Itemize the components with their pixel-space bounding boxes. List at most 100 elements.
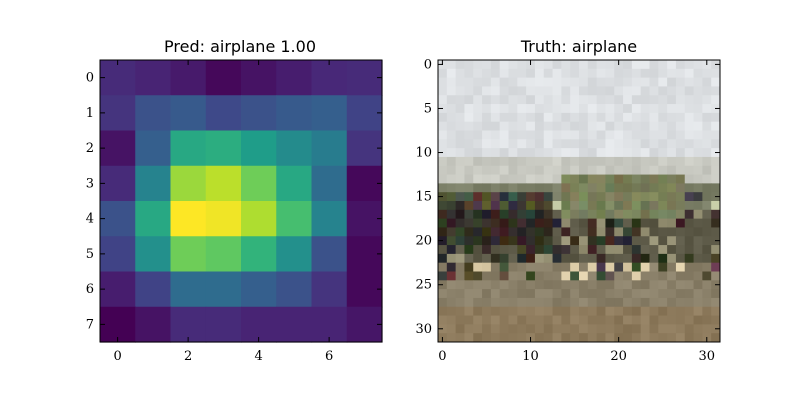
image-pixel (667, 272, 676, 281)
image-pixel (632, 298, 641, 307)
image-pixel (676, 289, 685, 298)
image-pixel (632, 227, 641, 236)
image-pixel (535, 316, 544, 325)
image-pixel (641, 254, 650, 263)
image-pixel (641, 183, 650, 192)
heatmap-cell (241, 236, 277, 272)
image-pixel (482, 201, 491, 210)
heatmap-cell (135, 236, 171, 272)
image-pixel (535, 254, 544, 263)
image-pixel (650, 201, 659, 210)
image-pixel (544, 69, 553, 78)
image-pixel (605, 122, 614, 131)
image-pixel (597, 175, 606, 184)
image-pixel (526, 95, 535, 104)
image-pixel (702, 131, 711, 140)
image-pixel (526, 210, 535, 219)
image-pixel (711, 272, 720, 281)
image-pixel (588, 139, 597, 148)
image-pixel (685, 192, 694, 201)
image-pixel (447, 324, 456, 333)
image-pixel (650, 227, 659, 236)
image-pixel (526, 201, 535, 210)
image-pixel (553, 122, 562, 131)
image-pixel (623, 69, 632, 78)
truth-image-panel: Truth: airplane 0 10 20 30051015202530 (415, 37, 720, 364)
image-pixel (694, 113, 703, 122)
image-pixel (632, 272, 641, 281)
image-pixel (623, 86, 632, 95)
image-pixel (614, 86, 623, 95)
truth-image-pixels (438, 60, 721, 343)
image-pixel (694, 192, 703, 201)
image-pixel (702, 78, 711, 87)
heatmap-cell (100, 166, 136, 202)
image-pixel (509, 245, 518, 254)
image-pixel (491, 254, 500, 263)
image-pixel (588, 192, 597, 201)
image-pixel (588, 113, 597, 122)
image-pixel (623, 280, 632, 289)
image-pixel (456, 245, 465, 254)
image-pixel (676, 201, 685, 210)
image-pixel (597, 122, 606, 131)
image-pixel (438, 131, 447, 140)
image-pixel (614, 236, 623, 245)
image-pixel (614, 104, 623, 113)
image-pixel (438, 86, 447, 95)
image-pixel (491, 78, 500, 87)
image-pixel (641, 219, 650, 228)
image-pixel (676, 219, 685, 228)
image-pixel (544, 307, 553, 316)
image-pixel (482, 148, 491, 157)
image-pixel (694, 78, 703, 87)
image-pixel (685, 95, 694, 104)
image-pixel (641, 139, 650, 148)
heatmap-cell (276, 95, 312, 131)
image-pixel (500, 201, 509, 210)
image-pixel (553, 183, 562, 192)
image-pixel (526, 113, 535, 122)
heatmap-cell (276, 272, 312, 308)
image-pixel (597, 95, 606, 104)
heatmap-cell (171, 131, 207, 167)
image-pixel (509, 333, 518, 342)
image-pixel (667, 192, 676, 201)
image-pixel (623, 210, 632, 219)
image-pixel (570, 148, 579, 157)
image-pixel (588, 263, 597, 272)
image-pixel (473, 227, 482, 236)
image-pixel (544, 333, 553, 342)
image-pixel (544, 201, 553, 210)
image-pixel (597, 78, 606, 87)
image-pixel (579, 307, 588, 316)
image-pixel (623, 254, 632, 263)
image-pixel (447, 316, 456, 325)
image-pixel (632, 95, 641, 104)
image-pixel (500, 86, 509, 95)
image-pixel (605, 175, 614, 184)
image-pixel (535, 69, 544, 78)
heatmap-xtick-label: 0 (113, 349, 121, 364)
image-pixel (438, 175, 447, 184)
image-pixel (685, 280, 694, 289)
image-pixel (702, 175, 711, 184)
image-pixel (500, 236, 509, 245)
image-pixel (526, 78, 535, 87)
image-pixel (447, 280, 456, 289)
image-pixel (517, 139, 526, 148)
image-pixel (605, 333, 614, 342)
image-pixel (464, 210, 473, 219)
image-pixel (438, 298, 447, 307)
image-pixel (614, 175, 623, 184)
image-pixel (632, 219, 641, 228)
image-pixel (509, 236, 518, 245)
image-pixel (632, 192, 641, 201)
image-pixel (482, 245, 491, 254)
image-pixel (685, 272, 694, 281)
image-pixel (500, 245, 509, 254)
image-pixel (473, 69, 482, 78)
image-pixel (711, 95, 720, 104)
image-pixel (676, 263, 685, 272)
